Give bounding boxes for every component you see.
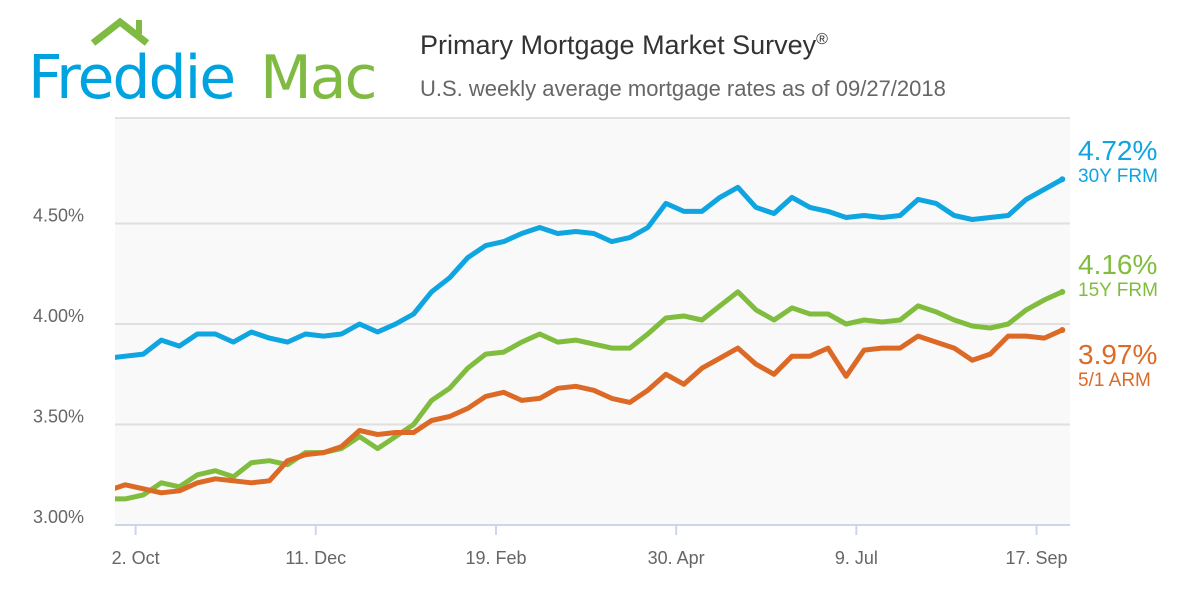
plot-background (115, 118, 1070, 525)
series-last-value: 4.72% (1078, 135, 1158, 166)
x-tick-label: 30. Apr (648, 548, 705, 568)
end-label-15y-frm: 4.16% 15Y FRM (1078, 250, 1158, 302)
chart-subtitle: U.S. weekly average mortgage rates as of… (420, 76, 946, 101)
x-tick-label: 2. Oct (112, 548, 160, 568)
y-tick-label: 4.50% (33, 206, 84, 226)
y-tick-label: 4.00% (33, 306, 84, 326)
y-tick-label: 3.50% (33, 407, 84, 427)
series-name: 5/1 ARM (1078, 370, 1151, 391)
y-tick-label: 3.00% (33, 507, 84, 527)
svg-text:Mac: Mac (260, 43, 376, 110)
end-label-30y-frm: 4.72% 30Y FRM (1078, 136, 1158, 188)
x-tick-label: 11. Dec (285, 548, 346, 568)
x-tick-label: 19. Feb (465, 548, 526, 568)
series-line-30y-frm (115, 177, 1064, 360)
end-label-5-1-arm: 3.97% 5/1 ARM (1078, 340, 1157, 392)
series-end-point (1059, 327, 1066, 334)
registered-mark: ® (816, 31, 828, 48)
x-tick-label: 9. Jul (835, 548, 878, 568)
series-name: 15Y FRM (1078, 280, 1158, 301)
series-last-value: 3.97% (1078, 339, 1158, 370)
freddie-mac-logo: Freddie Mac (28, 17, 378, 110)
series-name: 30Y FRM (1078, 166, 1158, 187)
series-last-value: 4.16% (1078, 249, 1158, 280)
x-tick-label: 17. Sep (1006, 548, 1068, 568)
series-end-point (1059, 176, 1066, 183)
svg-text:Freddie: Freddie (28, 43, 234, 110)
house-chimney-icon (136, 20, 142, 34)
series-line-5-1-arm (115, 327, 1064, 496)
house-roof-icon (90, 17, 150, 46)
series-line-15y-frm (115, 289, 1064, 502)
chart-title: Primary Mortgage Market Survey® (420, 30, 828, 61)
chart-title-text: Primary Mortgage Market Survey (420, 30, 817, 60)
series-end-point (1059, 288, 1066, 295)
